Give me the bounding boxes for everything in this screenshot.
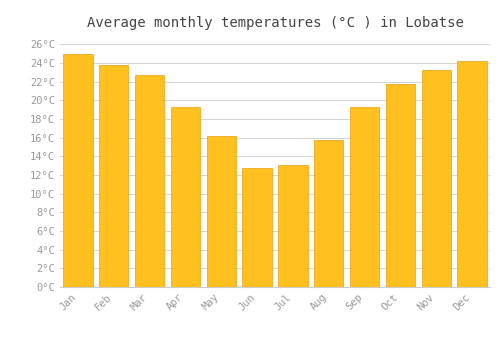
Title: Average monthly temperatures (°C ) in Lobatse: Average monthly temperatures (°C ) in Lo… <box>86 16 464 30</box>
Bar <box>314 140 344 287</box>
Bar <box>242 168 272 287</box>
Bar <box>422 70 451 287</box>
Bar <box>458 61 487 287</box>
Bar <box>278 165 308 287</box>
Bar <box>170 107 200 287</box>
Bar <box>63 54 92 287</box>
Bar <box>99 65 128 287</box>
Bar <box>350 107 380 287</box>
Bar <box>206 136 236 287</box>
Bar <box>386 84 415 287</box>
Bar <box>135 75 164 287</box>
